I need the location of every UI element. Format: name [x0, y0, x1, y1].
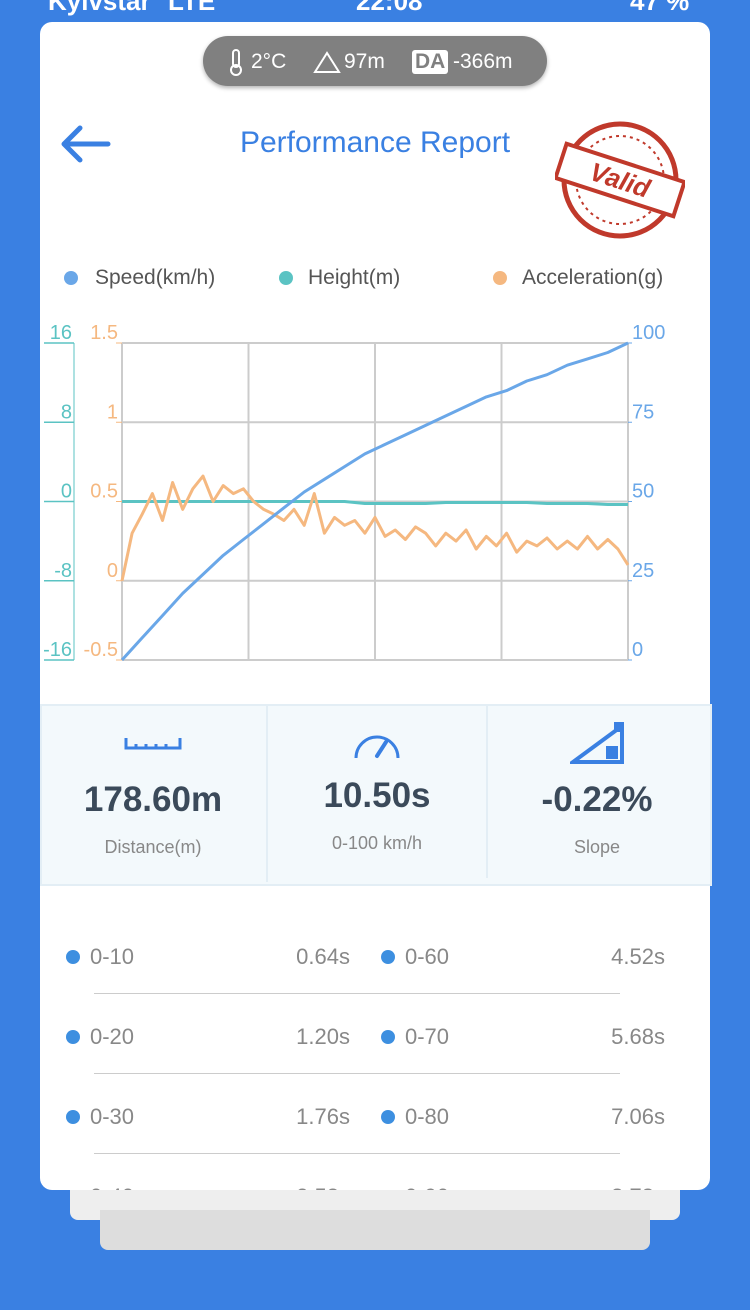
split-time: 2.58s [296, 1184, 350, 1190]
y-tick-label: -16 [43, 639, 72, 661]
y3-tick-label: 1 [107, 401, 118, 423]
y-tick-label: -8 [54, 560, 72, 582]
splits-list: 0-10 0.64s 0-60 4.52s 0-20 1.20s 0-70 5.68s 0-30… [40, 900, 710, 1190]
mountain-icon [313, 51, 341, 73]
density-altitude: -366m [453, 50, 513, 73]
y-tick-label: 16 [50, 322, 72, 344]
slope-icon [570, 722, 624, 764]
series-line [120, 474, 630, 582]
split-range: 0-20 [90, 1024, 135, 1049]
stat-label: Slope [573, 837, 621, 857]
y2-tick-label: 0 [632, 639, 643, 661]
divider [486, 706, 488, 878]
temperature: 2°C [251, 50, 287, 73]
legend-dot [493, 271, 507, 285]
split-time: 5.68s [611, 1024, 665, 1049]
y2-tick-label: 100 [632, 322, 665, 344]
da-badge: DA [412, 50, 449, 74]
split-range: 0-30 [90, 1104, 135, 1129]
series-line [122, 500, 628, 506]
thermometer-icon [230, 49, 242, 76]
y3-tick-label: 1.5 [90, 322, 118, 344]
stat-label: 0-100 km/h [331, 833, 423, 853]
split-time: 7.06s [611, 1104, 665, 1129]
series-line [120, 341, 629, 662]
ruler-icon [124, 738, 182, 750]
page-title: Performance Report [239, 126, 511, 159]
legend-label: Height(m) [308, 266, 401, 289]
separator [94, 1153, 620, 1154]
divider [266, 706, 268, 882]
stat-label: Distance(m) [104, 837, 202, 857]
split-range: 0-40 [90, 1184, 134, 1190]
y2-tick-label: 50 [632, 481, 654, 503]
stat-value: 10.50s [323, 776, 431, 815]
split-range: 0-90 [405, 1184, 449, 1190]
separator [94, 1073, 620, 1074]
separator [94, 993, 620, 994]
split-dot [66, 950, 80, 964]
valid-stamp: Valid [555, 121, 685, 239]
y3-tick-label: 0.5 [90, 481, 118, 503]
back-button[interactable] [58, 122, 112, 166]
gauge-icon [354, 735, 400, 759]
network: LTE [168, 0, 216, 16]
split-time: 0.64s [296, 944, 350, 969]
split-dot [381, 950, 395, 964]
y3-tick-label: 0 [107, 560, 118, 582]
split-dot [381, 1030, 395, 1044]
stat-value: -0.22% [541, 780, 653, 819]
split-time: 1.76s [296, 1104, 350, 1129]
legend-dot [279, 271, 293, 285]
stat-value: 178.60m [83, 780, 223, 819]
y3-tick-label: -0.5 [84, 639, 118, 661]
battery: 47 % [630, 0, 690, 16]
split-dot [66, 1110, 80, 1124]
stack-card [100, 1210, 650, 1250]
y-tick-label: 0 [61, 481, 72, 503]
split-range: 0-80 [405, 1104, 450, 1129]
split-time: 4.52s [611, 944, 665, 969]
legend-label: Speed(km/h) [95, 266, 216, 289]
y-tick-label: 8 [61, 401, 72, 423]
split-time: 1.20s [296, 1024, 350, 1049]
altitude: 97m [344, 50, 385, 73]
legend-dot [64, 271, 78, 285]
y2-tick-label: 25 [632, 560, 654, 582]
stats-panel [40, 704, 712, 886]
split-range: 0-70 [405, 1024, 450, 1049]
carrier: Kyivstar [48, 0, 151, 16]
y2-tick-label: 75 [632, 401, 654, 423]
time: 22:08 [356, 0, 423, 16]
legend-label: Acceleration(g) [522, 266, 664, 289]
split-dot [381, 1110, 395, 1124]
split-range: 0-60 [405, 944, 450, 969]
split-time: 8.78s [611, 1184, 665, 1190]
chart: -16 -8 0 8 16 -0.5 0 0.5 1 1.5 0 25 50 75 100 [43, 322, 665, 662]
split-range: 0-10 [90, 944, 135, 969]
conditions-pill [203, 36, 547, 86]
split-dot [66, 1030, 80, 1044]
